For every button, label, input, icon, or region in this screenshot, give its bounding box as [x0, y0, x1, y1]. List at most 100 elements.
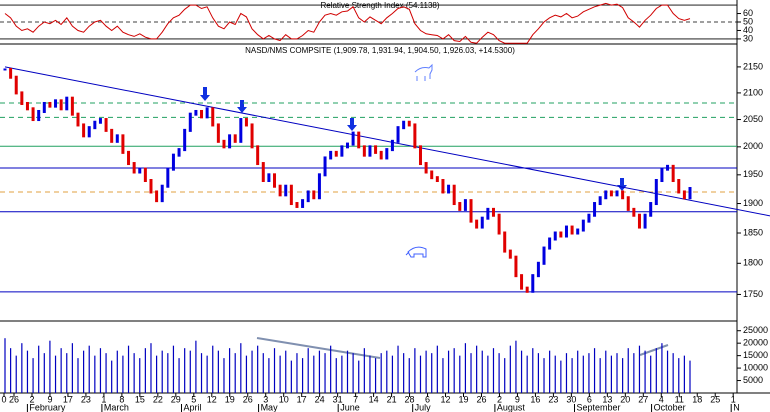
month-label: September — [577, 402, 621, 412]
volume-bar — [26, 350, 29, 393]
x-tick-label: 7 — [353, 394, 358, 404]
volume-bar — [318, 350, 321, 393]
volume-bar — [436, 345, 438, 393]
volume-bar — [66, 353, 68, 393]
candle — [110, 128, 114, 143]
volume-bar — [105, 353, 107, 393]
candle — [491, 207, 495, 217]
x-tick-label: 1 — [731, 394, 736, 404]
arrow — [347, 118, 357, 131]
candle — [441, 179, 445, 194]
volume-bar — [245, 355, 248, 393]
volume-bar — [172, 345, 175, 393]
x-tick-label: 23 — [81, 394, 91, 404]
volume-bar — [178, 358, 180, 393]
candle — [183, 128, 187, 152]
candle — [334, 150, 338, 157]
volume-bar — [346, 350, 349, 393]
candle — [48, 101, 52, 108]
x-tick-label: 30 — [566, 394, 576, 404]
x-tick-label: 8 — [119, 394, 124, 404]
candle — [497, 213, 501, 235]
volume-bar — [403, 353, 405, 393]
y-tick-label: 1750 — [743, 289, 763, 299]
candle — [301, 199, 305, 208]
candle — [205, 107, 209, 119]
x-tick-label: 13 — [602, 394, 612, 404]
candle — [413, 123, 417, 149]
volume-bar — [464, 343, 467, 393]
candle — [256, 145, 260, 166]
volume-bar — [335, 358, 337, 393]
candle — [149, 179, 153, 194]
candle — [564, 225, 568, 238]
volume-bar — [10, 348, 12, 393]
volume-bar — [633, 353, 635, 393]
volume-bar — [509, 345, 511, 393]
candle — [295, 202, 299, 208]
volume-bar — [285, 350, 287, 393]
candle — [317, 173, 321, 200]
y-tick-label: 30 — [743, 33, 753, 43]
candle — [239, 118, 243, 143]
candle — [559, 231, 563, 238]
volume-bar — [638, 345, 641, 393]
candle — [536, 261, 540, 278]
rsi-line — [4, 2, 691, 44]
candle — [682, 190, 686, 200]
volume-bar — [481, 350, 483, 393]
candle — [587, 213, 591, 223]
y-tick-label: 40 — [743, 25, 753, 35]
volume-bar — [655, 348, 657, 393]
month-label: April — [184, 402, 202, 412]
candle — [14, 75, 18, 95]
candle — [553, 231, 557, 241]
volume-bar — [650, 355, 652, 393]
candle — [166, 167, 170, 188]
candle — [632, 207, 636, 217]
volume-bar — [577, 350, 579, 393]
volume-bar — [374, 358, 377, 393]
x-tick-label: 28 — [405, 394, 415, 404]
volume-bar — [627, 348, 629, 393]
candle — [424, 162, 428, 174]
volume-bar — [15, 355, 17, 393]
volume-bar — [419, 355, 422, 393]
volume-bar — [330, 345, 332, 393]
volume-bar — [43, 353, 45, 393]
x-tick-label: 23 — [548, 394, 558, 404]
candle — [261, 162, 265, 183]
volume-bar — [144, 348, 146, 393]
candle — [677, 179, 681, 194]
volume-bar — [88, 345, 90, 393]
month-label: May — [261, 402, 279, 412]
candle — [222, 139, 226, 149]
volume-bar — [273, 348, 276, 393]
candle — [76, 112, 80, 127]
volume-bar — [195, 340, 197, 393]
candle — [306, 190, 310, 203]
candle — [155, 190, 159, 203]
volume-bar — [21, 343, 23, 393]
candle — [531, 274, 535, 293]
volume-bar — [200, 353, 203, 393]
candle — [138, 167, 142, 174]
candle — [637, 213, 641, 229]
volume-bar — [588, 353, 590, 393]
volume-bar — [565, 353, 568, 393]
candle — [289, 184, 293, 206]
x-tick-label: 25 — [710, 394, 720, 404]
volume-bar — [189, 350, 191, 393]
candle — [233, 134, 237, 143]
bear-icon — [405, 246, 427, 258]
volume-bar — [380, 353, 382, 393]
x-tick-label: 10 — [279, 394, 289, 404]
y-tick-label: 2000 — [743, 141, 763, 151]
x-tick-label: 4 — [659, 394, 664, 404]
volume-bar — [678, 358, 680, 393]
candle — [385, 148, 389, 160]
candle — [250, 123, 254, 149]
candle — [390, 139, 394, 152]
candle — [525, 286, 529, 293]
x-tick-label: 26 — [9, 394, 19, 404]
